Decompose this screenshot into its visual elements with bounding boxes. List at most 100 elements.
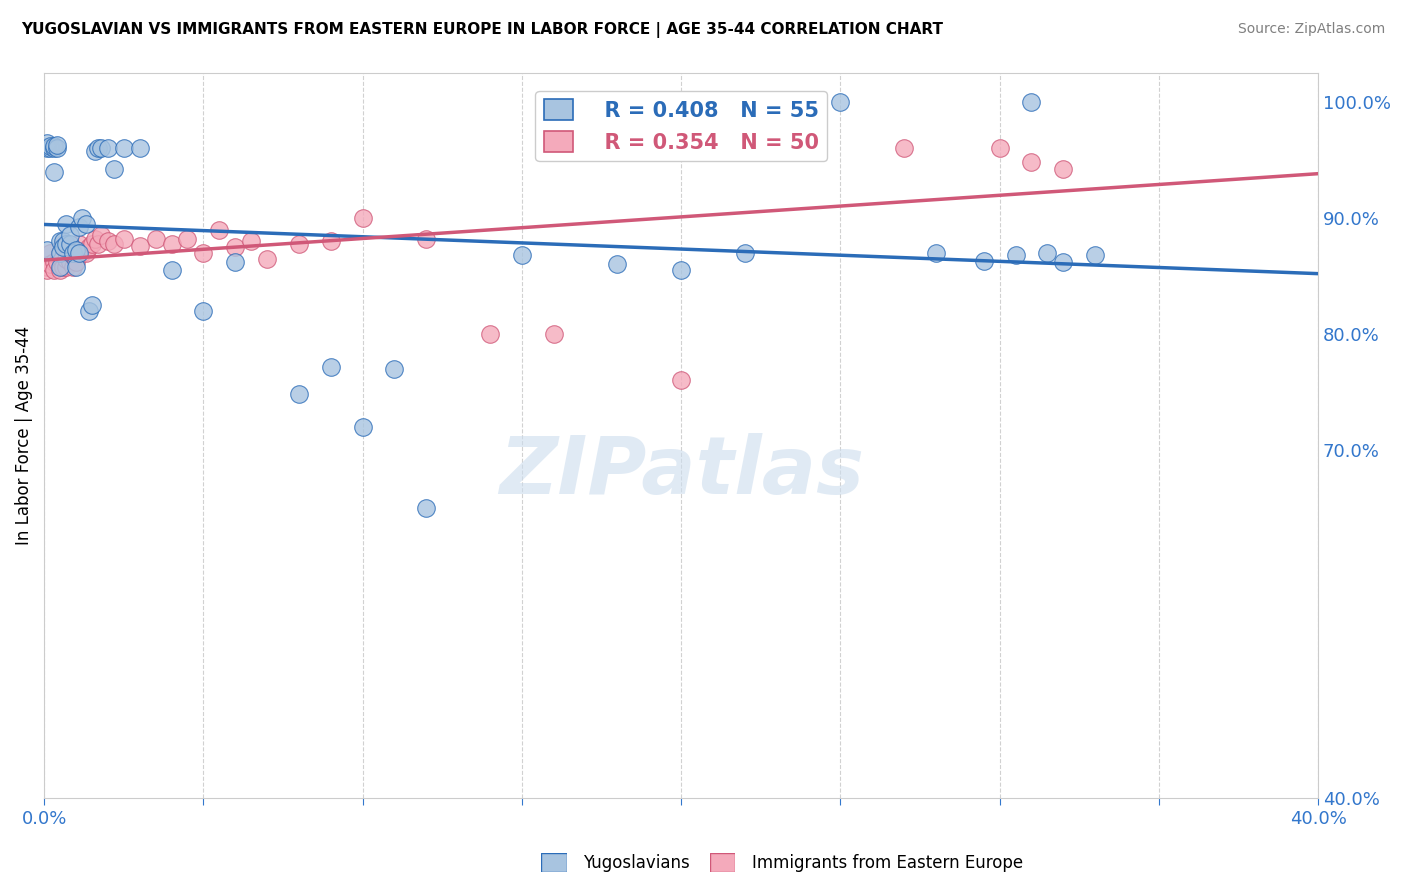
Point	[37, 136, 59, 150]
Point	[1084, 248, 1107, 262]
Point	[1021, 155, 1043, 169]
Point	[39, 141, 62, 155]
Point	[208, 222, 231, 236]
Point	[103, 236, 125, 251]
Text: Immigrants from Eastern Europe: Immigrants from Eastern Europe	[752, 855, 1024, 872]
Y-axis label: In Labor Force | Age 35-44: In Labor Force | Age 35-44	[15, 326, 32, 545]
Point	[49, 245, 72, 260]
Point	[669, 263, 692, 277]
Point	[55, 236, 77, 251]
Point	[80, 298, 103, 312]
Point	[49, 245, 72, 260]
Point	[55, 260, 77, 274]
Point	[1052, 162, 1074, 177]
Point	[925, 245, 948, 260]
Point	[103, 162, 125, 177]
Point	[75, 217, 97, 231]
Point	[49, 234, 72, 248]
Point	[160, 263, 183, 277]
Point	[112, 232, 135, 246]
Point	[893, 141, 915, 155]
Point	[319, 234, 342, 248]
Point	[52, 234, 75, 248]
Point	[415, 501, 437, 516]
Point	[65, 260, 87, 274]
Point	[52, 260, 75, 274]
Point	[112, 141, 135, 155]
Point	[352, 211, 374, 225]
Point	[288, 387, 311, 401]
Point	[72, 245, 94, 260]
Point	[67, 236, 90, 251]
Point	[62, 245, 84, 260]
Text: ZIPatlas: ZIPatlas	[499, 433, 863, 511]
Point	[1021, 95, 1043, 109]
Point	[1004, 248, 1026, 262]
Point	[256, 252, 278, 266]
Point	[37, 141, 59, 155]
Point	[65, 244, 87, 258]
Point	[37, 260, 59, 274]
Point	[1036, 245, 1059, 260]
Point	[55, 252, 77, 266]
Point	[45, 141, 67, 155]
Point	[42, 164, 65, 178]
Point	[42, 255, 65, 269]
Point	[87, 141, 110, 155]
Point	[49, 263, 72, 277]
Point	[37, 244, 59, 258]
Point	[58, 255, 80, 269]
Point	[72, 211, 94, 225]
Point	[65, 255, 87, 269]
Point	[224, 255, 246, 269]
Point	[45, 255, 67, 269]
Point	[319, 359, 342, 374]
Point	[128, 239, 150, 253]
Point	[415, 232, 437, 246]
Point	[45, 137, 67, 152]
Point	[52, 236, 75, 251]
Text: YUGOSLAVIAN VS IMMIGRANTS FROM EASTERN EUROPE IN LABOR FORCE | AGE 35-44 CORRELA: YUGOSLAVIAN VS IMMIGRANTS FROM EASTERN E…	[21, 22, 943, 38]
Point	[128, 141, 150, 155]
Point	[224, 240, 246, 254]
Point	[160, 236, 183, 251]
Point	[58, 245, 80, 260]
Point	[830, 95, 852, 109]
Point	[67, 245, 90, 260]
Point	[87, 236, 110, 251]
Text: Yugoslavians: Yugoslavians	[583, 855, 690, 872]
Point	[75, 245, 97, 260]
Point	[288, 236, 311, 251]
Point	[384, 362, 406, 376]
Point	[669, 374, 692, 388]
Point	[176, 232, 198, 246]
Point	[77, 303, 100, 318]
Point	[145, 232, 167, 246]
Point	[80, 236, 103, 251]
Point	[39, 257, 62, 271]
Point	[67, 220, 90, 235]
Point	[193, 303, 215, 318]
Point	[58, 236, 80, 251]
Point	[39, 245, 62, 260]
Point	[55, 217, 77, 231]
Point	[479, 326, 502, 341]
Point	[90, 141, 112, 155]
Point	[973, 254, 995, 268]
Point	[97, 234, 120, 248]
Point	[52, 240, 75, 254]
Point	[39, 139, 62, 153]
Point	[62, 260, 84, 274]
Point	[510, 248, 533, 262]
Point	[58, 228, 80, 243]
Point	[193, 245, 215, 260]
Point	[97, 141, 120, 155]
Point	[90, 228, 112, 243]
Point	[1052, 255, 1074, 269]
Point	[606, 257, 628, 271]
Point	[42, 263, 65, 277]
Point	[65, 244, 87, 258]
Point	[49, 260, 72, 274]
Point	[988, 141, 1011, 155]
Point	[734, 245, 756, 260]
